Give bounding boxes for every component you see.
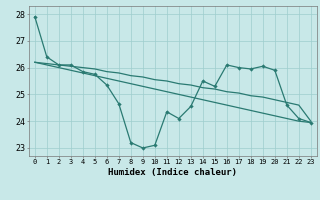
X-axis label: Humidex (Indice chaleur): Humidex (Indice chaleur) xyxy=(108,168,237,177)
